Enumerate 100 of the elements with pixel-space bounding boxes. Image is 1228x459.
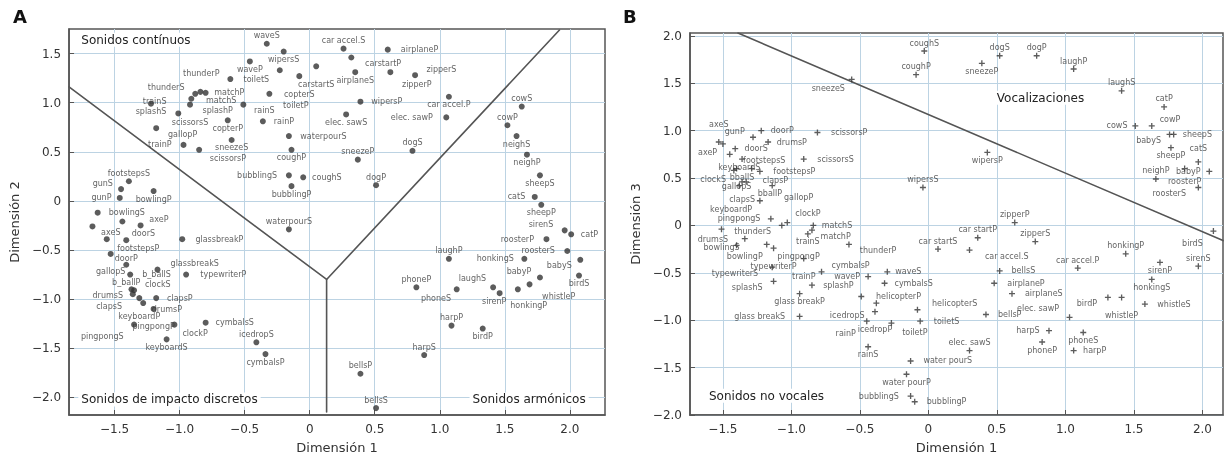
data-label: axeS — [709, 119, 729, 129]
data-label: thunderS — [147, 83, 185, 93]
data-label: elec. sawP — [390, 112, 433, 122]
data-label: splashS — [731, 282, 763, 292]
data-label: airplaneP — [400, 45, 439, 55]
y-tick-label: 1.5 — [662, 76, 682, 91]
data-label: sirenS — [528, 219, 554, 229]
data-label: clockP — [182, 329, 208, 339]
data-label: phoneP — [1027, 345, 1058, 355]
y-tick-label: −0.5 — [31, 242, 62, 257]
data-label: airplaneS — [336, 75, 375, 85]
data-label: sirenP — [1147, 265, 1173, 275]
data-label: b_ballS — [142, 270, 171, 280]
data-label: sneezeP — [965, 66, 999, 76]
x-tick-label: 2.0 — [1192, 422, 1212, 436]
data-label: sneezeS — [215, 143, 249, 153]
data-label: sneezeP — [341, 147, 375, 157]
data-label: keyboardP — [710, 205, 753, 215]
data-label: rainP — [835, 328, 857, 338]
data-label: bballP — [757, 189, 783, 199]
data-label: coughP — [276, 153, 307, 163]
data-label: trainP — [148, 140, 172, 150]
data-label: drumsS — [697, 234, 729, 244]
data-label: dogP — [366, 172, 387, 182]
data-label: wipersS — [907, 175, 939, 185]
data-label: cymbalsS — [894, 278, 933, 288]
data-label: waveS — [895, 267, 922, 277]
data-label: wipersP — [371, 97, 403, 107]
data-label: cymbalsP — [246, 357, 285, 367]
data-label: matchP — [820, 231, 851, 241]
data-label: glassbreakP — [195, 234, 244, 244]
data-label: clockS — [700, 174, 726, 184]
data-label: gallopP — [167, 129, 198, 139]
data-label: rainS — [857, 350, 879, 360]
data-label: gunP — [724, 126, 745, 136]
data-label: pingpongP — [777, 251, 820, 261]
data-label: footstepsS — [743, 155, 786, 165]
y-tick-label: −1.5 — [652, 360, 682, 375]
data-label: sheepP — [1156, 151, 1186, 161]
data-label: clockP — [795, 209, 821, 219]
data-label: neighS — [502, 139, 531, 149]
data-label: footstepsP — [117, 243, 160, 253]
data-label: icedropP — [857, 325, 893, 335]
data-label: sheepS — [525, 178, 555, 188]
data-label: zipperP — [999, 210, 1030, 220]
data-label: trainP — [792, 272, 816, 282]
data-label: cymbalsP — [831, 261, 870, 271]
data-label: dogS — [989, 43, 1010, 53]
x-tick-label: 0.5 — [365, 422, 385, 436]
data-label: coughS — [312, 172, 342, 182]
data-label: splashP — [823, 280, 854, 290]
data-label: keyboardP — [118, 311, 161, 321]
data-label: cowP — [497, 112, 518, 122]
data-label: bellsP — [997, 310, 1022, 320]
data-label: roosterS — [1152, 189, 1186, 199]
data-label: rainP — [273, 116, 295, 126]
y-tick-label: −1.0 — [31, 292, 62, 307]
data-label: doorS — [744, 144, 768, 154]
data-label: bellsS — [1011, 266, 1036, 276]
data-label: pingpongS — [80, 332, 124, 342]
data-label: honkingS — [476, 254, 514, 264]
data-label: clapsP — [762, 176, 789, 186]
data-label: thunderP — [859, 245, 897, 255]
data-label: waterpourS — [300, 131, 347, 141]
data-label: laughS — [1107, 78, 1136, 88]
data-label: elec. sawS — [325, 117, 368, 127]
x-tick-label: 0 — [924, 422, 933, 436]
x-tick-label: 1.0 — [430, 422, 450, 436]
data-label: glassbreakS — [170, 259, 219, 269]
data-label: catP — [580, 229, 599, 239]
data-label: coughS — [909, 38, 940, 48]
data-label: rainS — [254, 106, 275, 116]
data-label: glass breakS — [734, 311, 786, 321]
data-label: bowlingS — [703, 242, 740, 252]
data-label: bubblingP — [926, 397, 967, 407]
annotation: Sonidos no vocales — [708, 388, 825, 403]
data-label: thunderP — [183, 68, 220, 78]
x-tick-label: −1.5 — [708, 422, 738, 436]
data-label: sheepP — [526, 208, 556, 218]
data-label: carstartP — [365, 58, 402, 68]
data-label: airplaneS — [1024, 289, 1063, 299]
data-label: gallopS — [95, 267, 126, 277]
data-label: dogP — [1026, 43, 1047, 53]
data-label: zipperP — [401, 79, 432, 89]
x-tick-label: 0 — [305, 422, 314, 436]
data-label: phoneS — [1068, 336, 1099, 346]
data-label: catP — [1155, 94, 1173, 104]
data-label: babyP — [1175, 166, 1201, 176]
y-tick-label: 1.0 — [41, 95, 62, 110]
data-label: car accel.S — [321, 36, 366, 46]
data-label: gunS — [92, 178, 113, 188]
data-label: sirenS — [1186, 253, 1211, 263]
data-label: matchS — [821, 220, 853, 230]
data-label: sheepS — [1182, 129, 1212, 139]
data-label: roosterP — [500, 234, 535, 244]
data-label: scissorsS — [817, 154, 854, 164]
data-label: bowlingP — [726, 252, 763, 262]
data-label: cowP — [1159, 115, 1181, 125]
data-label: coughP — [901, 62, 931, 72]
y-tick-label: −2.0 — [652, 408, 682, 422]
